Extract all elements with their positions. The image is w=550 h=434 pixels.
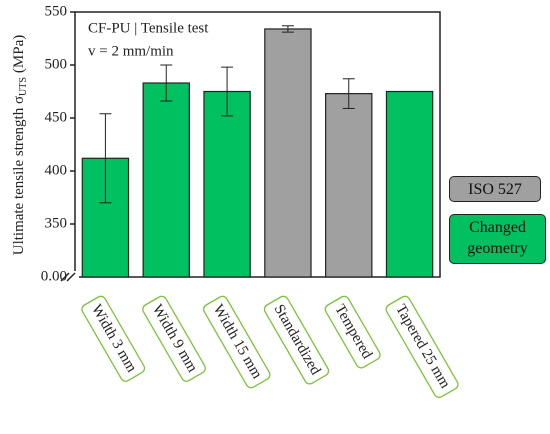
legend-item: ISO 527 (449, 176, 541, 202)
y-axis-label: Ultimate tensile strength σUTS (MPa) (11, 35, 29, 256)
x-tick-box (263, 295, 330, 385)
x-tick-group: Width 15 mm (203, 295, 271, 389)
bar (385, 90, 434, 278)
bar (203, 90, 251, 278)
x-tick-label: Tapered 25 mm (392, 302, 453, 392)
bar (264, 28, 312, 278)
x-tick-group: Tapered 25 mm (385, 295, 459, 399)
y-label-unit: (MPa) (11, 35, 27, 73)
annotation: v = 2 mm/min (88, 43, 174, 59)
legend-item: Changed geometry (449, 214, 546, 264)
y-tick-label: 500 (45, 56, 68, 72)
y-tick-label: 400 (45, 162, 68, 178)
annotation: CF-PU | Tensile test (88, 20, 209, 36)
y-tick-label: 550 (45, 3, 68, 19)
y-label-text: Ultimate tensile strength σ (11, 96, 27, 255)
x-tick-group: Tempered (324, 295, 381, 369)
x-tick-box (324, 295, 381, 369)
x-tick-box (81, 295, 146, 382)
y-label-subscript: UTS (18, 77, 29, 96)
y-tick-label: 350 (45, 215, 68, 231)
x-tick-box (203, 295, 271, 389)
bar (142, 82, 190, 278)
axis-break (60, 272, 70, 282)
x-tick-group: Standardized (263, 295, 330, 385)
bar (325, 93, 373, 278)
x-tick-group: Width 9 mm (142, 295, 206, 382)
y-tick-label: 0.00 (41, 268, 67, 284)
y-tick-label: 450 (45, 109, 68, 125)
x-tick-box (385, 295, 459, 399)
axis-break (66, 272, 76, 282)
x-tick-group: Width 3 mm (81, 295, 146, 382)
plot-frame (74, 11, 441, 278)
x-tick-box (142, 295, 206, 382)
